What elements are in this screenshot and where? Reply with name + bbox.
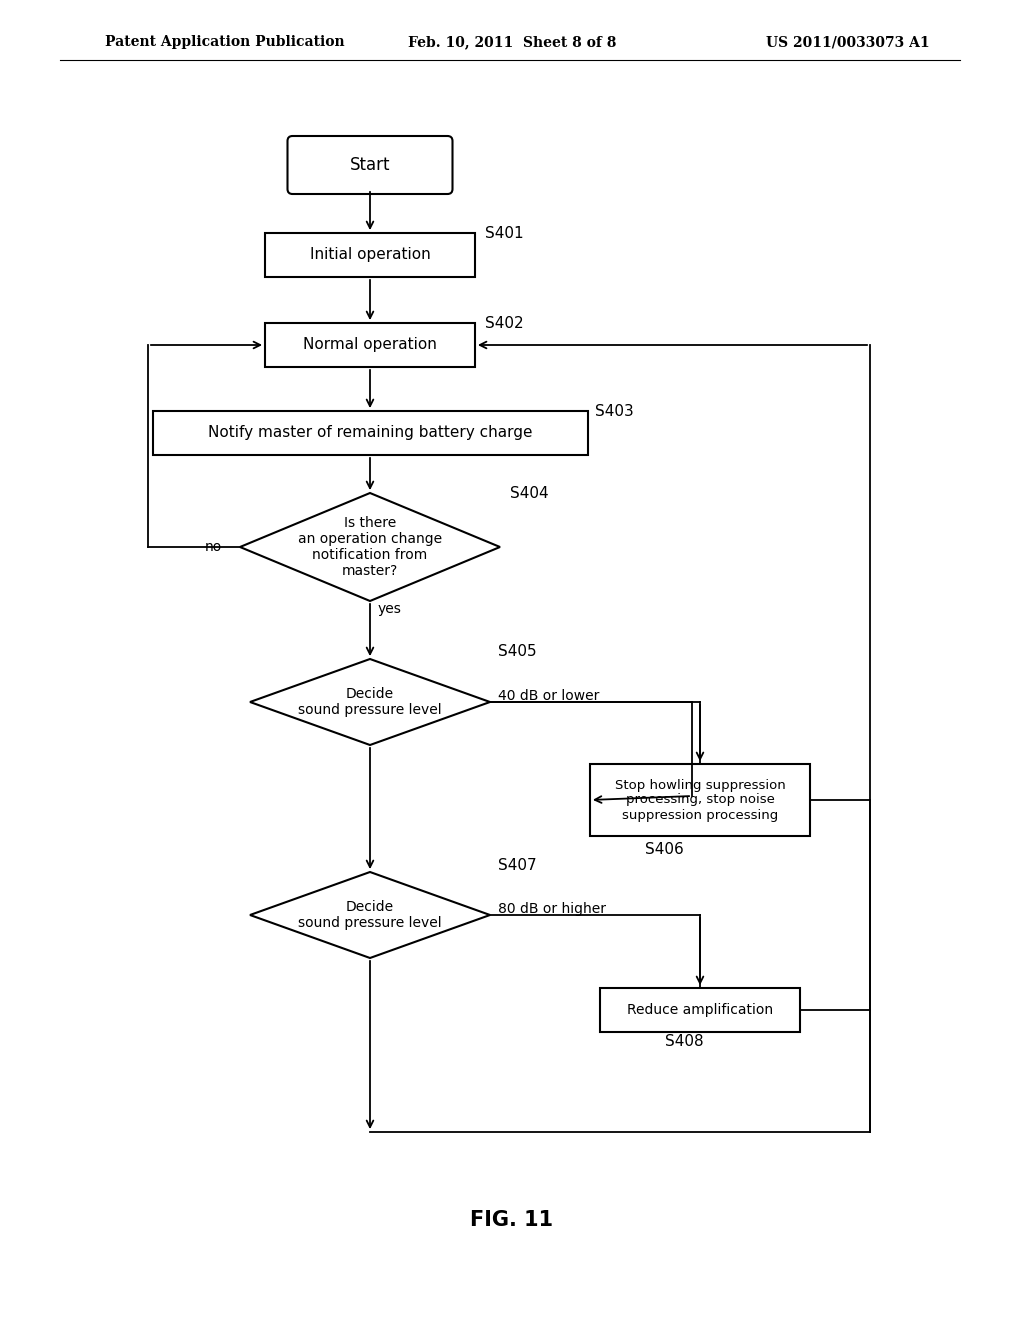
Text: S406: S406 bbox=[645, 842, 684, 858]
Polygon shape bbox=[240, 492, 500, 601]
Text: Patent Application Publication: Patent Application Publication bbox=[105, 36, 345, 49]
Bar bbox=[600, 987, 800, 1032]
Polygon shape bbox=[250, 659, 490, 744]
Text: Decide
sound pressure level: Decide sound pressure level bbox=[298, 900, 441, 931]
Text: Reduce amplification: Reduce amplification bbox=[627, 1003, 773, 1016]
Text: Feb. 10, 2011  Sheet 8 of 8: Feb. 10, 2011 Sheet 8 of 8 bbox=[408, 36, 616, 49]
Text: Initial operation: Initial operation bbox=[309, 248, 430, 263]
Text: Start: Start bbox=[350, 156, 390, 174]
Text: S408: S408 bbox=[665, 1035, 703, 1049]
Text: S407: S407 bbox=[498, 858, 537, 873]
Bar bbox=[265, 234, 475, 277]
Polygon shape bbox=[250, 873, 490, 958]
Text: yes: yes bbox=[378, 602, 401, 616]
Text: US 2011/0033073 A1: US 2011/0033073 A1 bbox=[766, 36, 930, 49]
Bar bbox=[590, 764, 810, 836]
Text: FIG. 11: FIG. 11 bbox=[470, 1210, 554, 1230]
Text: 80 dB or higher: 80 dB or higher bbox=[498, 902, 606, 916]
Text: S404: S404 bbox=[510, 486, 549, 500]
Text: S402: S402 bbox=[485, 315, 523, 330]
FancyBboxPatch shape bbox=[288, 136, 453, 194]
Text: Is there
an operation change
notification from
master?: Is there an operation change notificatio… bbox=[298, 516, 442, 578]
Text: S405: S405 bbox=[498, 644, 537, 660]
Text: Stop howling suppression
processing, stop noise
suppression processing: Stop howling suppression processing, sto… bbox=[614, 779, 785, 821]
Text: Notify master of remaining battery charge: Notify master of remaining battery charg… bbox=[208, 425, 532, 441]
Bar bbox=[265, 323, 475, 367]
Text: Normal operation: Normal operation bbox=[303, 338, 437, 352]
Text: 40 dB or lower: 40 dB or lower bbox=[498, 689, 599, 704]
Text: no: no bbox=[205, 540, 222, 554]
Text: S403: S403 bbox=[595, 404, 634, 418]
Bar bbox=[153, 411, 588, 455]
Text: Decide
sound pressure level: Decide sound pressure level bbox=[298, 686, 441, 717]
Text: S401: S401 bbox=[485, 226, 523, 240]
